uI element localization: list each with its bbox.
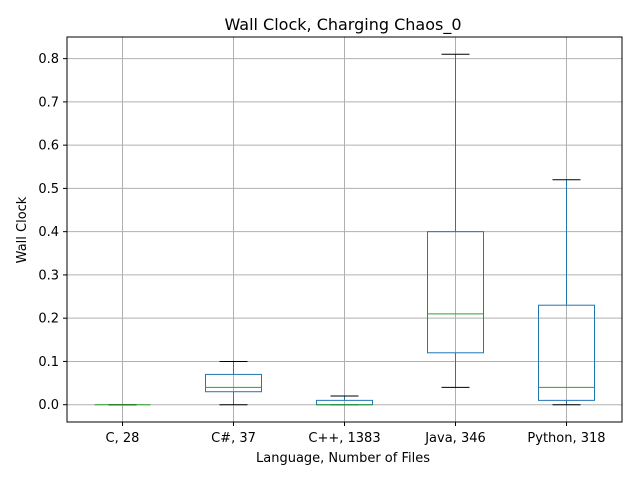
y-tick-label: 0.4 <box>38 225 59 240</box>
box-item <box>538 179 595 406</box>
y-tick-label: 0.6 <box>38 139 59 154</box>
y-tick-label: 0.2 <box>38 312 59 327</box>
y-tick-label: 0.7 <box>38 95 59 110</box>
box-item <box>205 360 262 406</box>
iqr-box <box>427 231 484 354</box>
x-tick-label: C++, 1383 <box>308 431 380 446</box>
x-tick-label: C, 28 <box>106 431 140 446</box>
y-axis-ticks: 0.0 0.1 0.2 0.3 0.4 0.5 0.6 0.7 0.8 <box>38 52 67 413</box>
x-axis-ticks: C, 28 C#, 37 C++, 1383 Java, 346 Python, 318 <box>106 422 606 446</box>
iqr-box <box>538 304 595 401</box>
x-tick-label: Python, 318 <box>527 431 605 446</box>
x-axis-label: Language, Number of Files <box>256 451 430 466</box>
plot-frame <box>66 36 623 423</box>
box-series <box>94 53 595 406</box>
iqr-box <box>205 373 262 393</box>
y-axis-label: Wall Clock <box>15 196 30 263</box>
x-tick-label: C#, 37 <box>211 431 256 446</box>
y-tick-label: 0.3 <box>38 268 59 283</box>
y-tick-label: 0.8 <box>38 52 59 67</box>
box-item <box>316 395 373 406</box>
y-tick-label: 0.0 <box>38 398 59 413</box>
y-tick-label: 0.1 <box>38 355 59 370</box>
y-tick-label: 0.5 <box>38 182 59 197</box>
x-tick-label: Java, 346 <box>424 431 486 446</box>
chart-title: Wall Clock, Charging Chaos_0 <box>224 15 461 35</box>
box-item <box>427 53 484 388</box>
